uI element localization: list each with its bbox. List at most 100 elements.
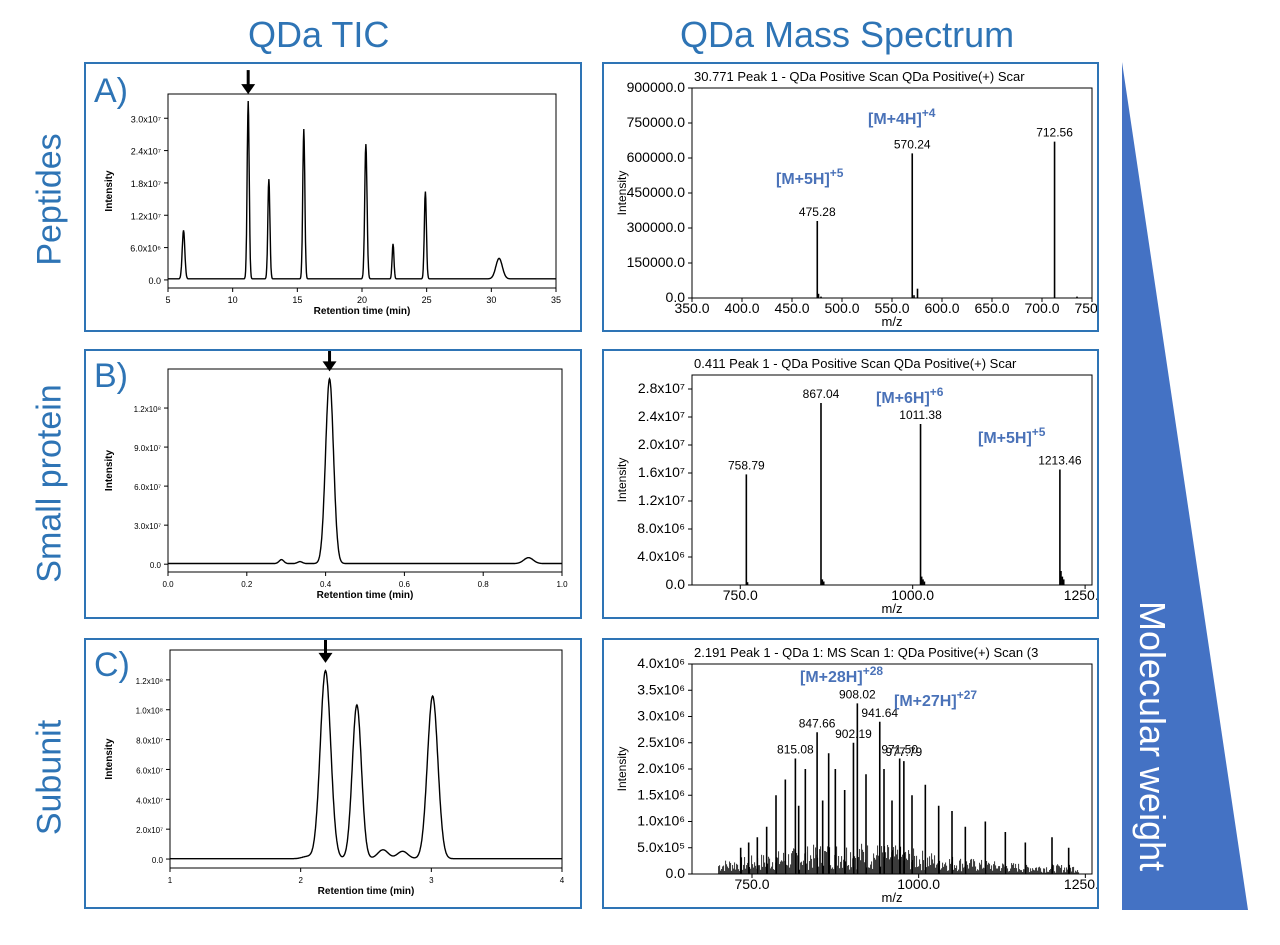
y-tick-label: 1.5x10⁶ <box>637 786 685 802</box>
y-tick-label: 1.2x10⁷ <box>638 492 685 508</box>
x-tick-label: 500.0 <box>824 300 859 316</box>
y-tick-label: 8.0x10⁶ <box>637 520 685 536</box>
x-tick-label: 0.4 <box>320 580 332 589</box>
peak-label: 867.04 <box>803 387 840 401</box>
ms-panel-a: 30.771 Peak 1 - QDa Positive Scan QDa Po… <box>602 62 1099 332</box>
y-tick-label: 2.0x10⁷ <box>136 826 163 835</box>
charge-annotation: [M+5H]+5 <box>978 425 1046 447</box>
y-axis-label: Intensity <box>615 458 629 503</box>
x-axis-label: Retention time (min) <box>318 886 415 897</box>
y-tick-label: 300000.0 <box>627 219 686 235</box>
plot-frame <box>169 649 563 869</box>
y-tick-label: 2.0x10⁷ <box>638 436 685 452</box>
column-title-ms: QDa Mass Spectrum <box>680 14 1015 55</box>
y-tick-label: 3.0x10⁶ <box>637 708 685 724</box>
plot-frame <box>691 374 1093 586</box>
tic-panel-c: C) 1 2 3 4 0.0 2.0x10⁷ 4.0x10⁷ 6.0x10⁷ 8.0x10⁷ 1.… <box>84 638 582 909</box>
y-tick-label: 2.4x10⁷ <box>131 147 161 157</box>
x-tick-label: 1.0 <box>556 580 568 589</box>
x-tick-label: 0.0 <box>162 580 174 589</box>
peak-label: 977.79 <box>886 745 923 759</box>
tic-trace <box>168 100 556 280</box>
y-tick-label: 4.0x10⁷ <box>136 796 163 805</box>
charge-annotation: [M+5H]+5 <box>776 166 844 188</box>
chart-title: 2.191 Peak 1 - QDa 1: MS Scan 1: QDa Pos… <box>694 645 1038 660</box>
peak-label: 847.66 <box>799 716 836 730</box>
ms-chart-a: 30.771 Peak 1 - QDa Positive Scan QDa Po… <box>615 69 1097 329</box>
y-tick-label: 8.0x10⁷ <box>136 737 163 746</box>
x-axis-label: m/z <box>882 890 903 905</box>
molecular-weight-triangle <box>1122 62 1248 910</box>
y-axis-label: Intensity <box>104 738 115 780</box>
molecular-weight-label: Molecular weight <box>1132 601 1173 872</box>
y-tick-label: 4.0x10⁶ <box>637 548 685 564</box>
y-tick-label: 0.0 <box>148 276 161 286</box>
y-tick-label: 0.0 <box>666 865 686 881</box>
x-tick-label: 750.0 <box>1074 300 1097 316</box>
tic-chart-c: 1 2 3 4 0.0 2.0x10⁷ 4.0x10⁷ 6.0x10⁷ 8.0x10⁷ 1.0x1… <box>104 640 565 897</box>
y-tick-label: 1.2x10⁷ <box>131 211 161 221</box>
ms-chart-c: 2.191 Peak 1 - QDa 1: MS Scan 1: QDa Pos… <box>615 645 1097 905</box>
x-tick-label: 25 <box>422 295 432 305</box>
x-tick-label: 750.0 <box>723 587 758 603</box>
y-axis-label: Intensity <box>104 170 115 212</box>
peak-label: 1011.38 <box>899 408 942 422</box>
tic-panel-a: A) 5 10 15 20 25 30 35 0.0 6.0x10⁶ 1.2x10⁷ 1.8x10⁷… <box>84 62 582 332</box>
peak-label: 941.64 <box>861 706 898 720</box>
y-tick-label: 6.0x10⁶ <box>130 244 161 254</box>
x-axis-label: Retention time (min) <box>314 306 411 317</box>
y-tick-label: 2.5x10⁶ <box>637 734 685 750</box>
ms-chart-b: 0.411 Peak 1 - QDa Positive Scan QDa Pos… <box>615 356 1097 616</box>
tic-trace <box>170 669 562 860</box>
charge-annotation: [M+4H]+4 <box>868 106 936 128</box>
peak-label: 815.08 <box>777 743 814 757</box>
x-tick-label: 1250.0 <box>1064 587 1097 603</box>
peak-arrow-head <box>241 84 256 95</box>
x-tick-label: 350.0 <box>674 300 709 316</box>
x-tick-label: 2 <box>298 876 303 885</box>
peak-label: 758.79 <box>728 458 765 472</box>
y-tick-label: 0.0 <box>666 289 686 305</box>
ms-panel-c: 2.191 Peak 1 - QDa 1: MS Scan 1: QDa Pos… <box>602 638 1099 909</box>
y-tick-label: 2.4x10⁷ <box>638 408 685 424</box>
peak-label: 475.28 <box>799 205 836 219</box>
y-tick-label: 1.8x10⁷ <box>131 179 161 189</box>
y-tick-label: 6.0x10⁷ <box>136 766 163 775</box>
x-tick-label: 3 <box>429 876 434 885</box>
peak-label: 902.19 <box>835 727 872 741</box>
x-tick-label: 1250.0 <box>1064 876 1097 892</box>
y-tick-label: 0.0 <box>152 856 164 865</box>
x-tick-label: 20 <box>357 295 367 305</box>
x-axis-label: Retention time (min) <box>317 590 414 601</box>
tic-trace <box>168 376 562 565</box>
charge-annotation: [M+27H]+27 <box>894 688 977 710</box>
y-tick-label: 750000.0 <box>627 114 686 130</box>
tic-panel-b: B) 0.0 0.2 0.4 0.6 0.8 1.0 0.0 3.0x10⁷ 6.0x10⁷ 9.… <box>84 349 582 619</box>
x-tick-label: 700.0 <box>1024 300 1059 316</box>
y-tick-label: 900000.0 <box>627 79 686 95</box>
column-title-tic: QDa TIC <box>248 14 390 55</box>
peak-label: 1213.46 <box>1038 454 1082 468</box>
tic-chart-b: 0.0 0.2 0.4 0.6 0.8 1.0 0.0 3.0x10⁷ 6.0x10⁷ 9.0x1… <box>104 351 568 601</box>
row-label-peptides: Peptides <box>30 133 69 266</box>
x-tick-label: 5 <box>165 295 170 305</box>
y-tick-label: 3.0x10⁷ <box>131 114 161 124</box>
y-tick-label: 1.2x10⁸ <box>134 405 161 414</box>
tic-chart-a: 5 10 15 20 25 30 35 0.0 6.0x10⁶ 1.2x10⁷ 1.8x10⁷ 2.4… <box>104 70 561 317</box>
ms-panel-b: 0.411 Peak 1 - QDa Positive Scan QDa Pos… <box>602 349 1099 619</box>
row-label-subunit: Subunit <box>30 719 69 836</box>
y-tick-label: 1.0x10⁶ <box>637 813 685 829</box>
peak-arrow-head <box>322 361 337 372</box>
x-axis-label: m/z <box>882 314 903 329</box>
x-tick-label: 550.0 <box>874 300 909 316</box>
y-tick-label: 150000.0 <box>627 254 686 270</box>
y-tick-label: 5.0x10⁵ <box>637 839 685 855</box>
x-tick-label: 600.0 <box>924 300 959 316</box>
y-tick-label: 2.8x10⁷ <box>638 380 685 396</box>
peak-label: 908.02 <box>839 687 876 701</box>
x-tick-label: 650.0 <box>974 300 1009 316</box>
x-tick-label: 450.0 <box>774 300 809 316</box>
x-tick-label: 1000.0 <box>897 876 940 892</box>
y-tick-label: 0.0 <box>666 576 686 592</box>
x-tick-label: 35 <box>551 295 561 305</box>
